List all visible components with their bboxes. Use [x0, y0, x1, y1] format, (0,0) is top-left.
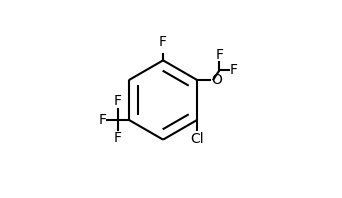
Text: F: F [98, 113, 107, 127]
Text: F: F [215, 48, 223, 62]
Text: F: F [114, 131, 122, 145]
Text: F: F [159, 35, 167, 49]
Text: F: F [114, 94, 122, 108]
Text: O: O [211, 73, 222, 87]
Text: F: F [230, 63, 238, 77]
Text: Cl: Cl [190, 132, 204, 146]
